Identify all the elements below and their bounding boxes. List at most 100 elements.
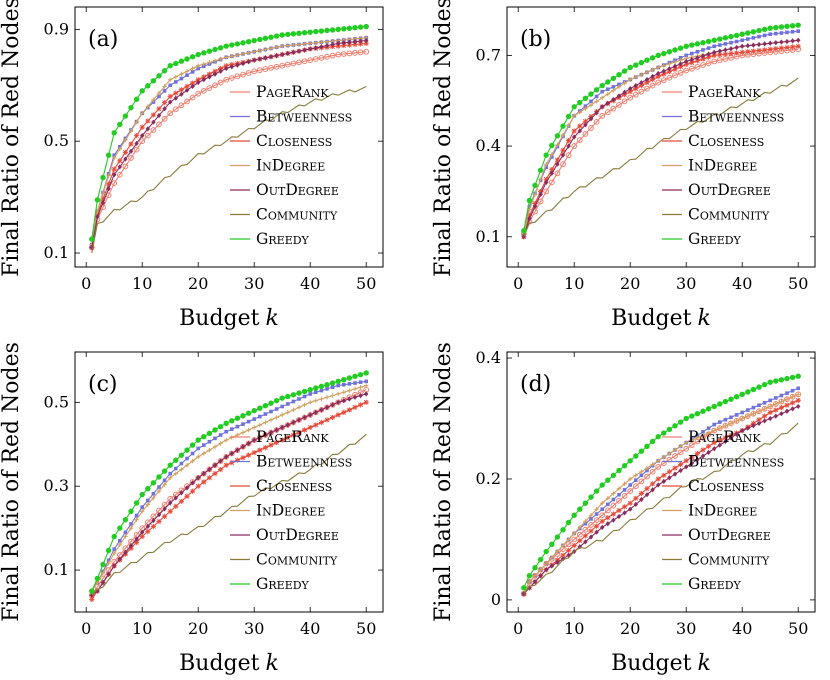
betweenness-point — [706, 46, 711, 50]
outdegree-point — [358, 38, 363, 44]
pagerank-point — [683, 67, 690, 74]
betweenness-point — [174, 466, 178, 471]
indegree-point — [588, 102, 594, 108]
pagerank-point — [632, 91, 639, 98]
closeness-point — [767, 409, 773, 416]
greedy-point — [717, 36, 723, 42]
y-tick: 0.3 — [44, 476, 383, 495]
greedy-point — [273, 397, 280, 404]
betweenness-point — [734, 413, 739, 417]
outdegree-point — [263, 432, 268, 438]
outdegree-point — [734, 44, 739, 51]
greedy-point — [784, 375, 790, 382]
indegree-point — [112, 155, 117, 161]
closeness-point — [150, 523, 156, 530]
legend-entry-greedy: Greedy — [662, 575, 742, 593]
chart-panel-b: 0 10 20 30 40 50 0.1 0.4 0.7 Budget k Final Ratio o… — [431, 0, 816, 331]
betweenness-point — [269, 409, 273, 414]
greedy-point — [521, 228, 527, 234]
pagerank-point — [688, 65, 695, 72]
outdegree-point — [95, 214, 100, 220]
betweenness-point — [684, 53, 688, 58]
pagerank-point — [543, 188, 550, 195]
legend-label: Betweenness — [688, 108, 784, 126]
x-tick-label: 20 — [620, 619, 640, 638]
greedy-point — [761, 26, 768, 33]
indegree-point — [544, 561, 549, 566]
pagerank-point — [604, 109, 611, 116]
indegree-point — [790, 394, 795, 399]
greedy-point — [335, 378, 341, 385]
legend-label: OutDegree — [688, 526, 771, 544]
pagerank-point — [688, 442, 695, 449]
pagerank-point — [660, 77, 667, 84]
betweenness-point — [544, 165, 548, 170]
betweenness-point — [162, 89, 167, 93]
indegree-point — [112, 551, 117, 556]
pagerank-point — [593, 118, 600, 125]
indegree-point — [605, 91, 610, 97]
legend-label: Greedy — [688, 575, 742, 593]
pagerank-point — [666, 74, 673, 81]
indegree-point — [190, 66, 195, 71]
greedy-point — [532, 564, 538, 571]
betweenness-point — [695, 433, 700, 438]
outdegree-point — [324, 42, 330, 49]
pagerank-point — [537, 198, 544, 205]
community-line — [91, 433, 367, 596]
pagerank-point — [262, 66, 269, 72]
indegree-point — [656, 65, 661, 70]
pagerank-point — [296, 59, 302, 66]
outdegree-point — [633, 83, 638, 89]
greedy-point — [649, 438, 656, 445]
greedy-point — [633, 453, 639, 459]
betweenness-point — [314, 390, 318, 395]
closeness-point — [352, 41, 358, 48]
betweenness-point — [179, 461, 184, 466]
greedy-point — [722, 35, 729, 41]
legend-entry-community: Community — [662, 206, 770, 224]
indegree-point — [588, 513, 594, 518]
greedy-point — [588, 91, 594, 97]
pagerank-point — [795, 391, 802, 398]
betweenness-point — [611, 85, 616, 89]
indegree-point — [678, 444, 683, 449]
greedy-point — [532, 182, 538, 189]
indegree-point — [622, 80, 627, 86]
betweenness-point — [185, 456, 189, 461]
pagerank-point — [744, 413, 751, 419]
outdegree-point — [128, 148, 134, 154]
greedy-point — [89, 588, 95, 594]
indegree-point — [173, 471, 178, 476]
pagerank-point — [632, 483, 639, 490]
legend-label: PageRank — [256, 428, 329, 446]
outdegree-point — [229, 450, 234, 457]
indegree-point — [296, 42, 302, 47]
indegree-point — [196, 454, 201, 460]
betweenness-point — [790, 388, 795, 393]
greedy-point — [313, 385, 319, 391]
closeness-point — [212, 471, 218, 477]
outdegree-point — [156, 512, 162, 518]
outdegree-point — [728, 435, 734, 441]
indegree-point — [549, 555, 554, 560]
greedy-point — [588, 494, 594, 500]
community-line — [91, 86, 367, 254]
outdegree-point — [140, 133, 145, 139]
x-tick-label: 10 — [564, 274, 584, 293]
closeness-point — [778, 45, 784, 51]
outdegree-point — [706, 51, 711, 57]
closeness-point — [240, 455, 246, 461]
outdegree-point — [347, 396, 352, 402]
outdegree-point — [628, 86, 633, 92]
x-tick-label: 30 — [244, 274, 264, 293]
x-tick: 0 — [513, 352, 523, 638]
indegree-point — [246, 50, 251, 56]
greedy-point — [245, 38, 252, 45]
plot-frame — [506, 6, 816, 268]
indegree-point — [728, 421, 734, 426]
betweenness-point — [106, 558, 111, 563]
greedy-point — [156, 73, 162, 79]
greedy-point — [262, 402, 269, 409]
indegree-point — [661, 455, 666, 460]
